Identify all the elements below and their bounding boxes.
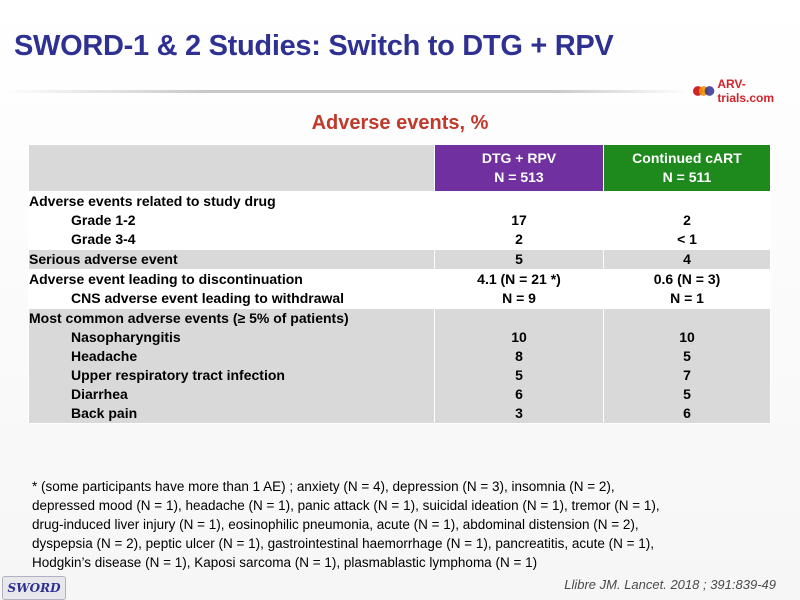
header-cart-n: N = 511: [662, 169, 712, 185]
table-row: Serious adverse event 5 4: [28, 249, 771, 270]
cart-value: 7: [683, 367, 691, 383]
header-dtg-rpv: DTG + RPV N = 513: [434, 144, 604, 192]
dtg-value: 6: [515, 386, 523, 402]
logo-icon: [692, 86, 715, 96]
row-label: Adverse events related to study drug Gra…: [28, 191, 435, 250]
header-row: DTG + RPV N = 513 Continued cART N = 511: [28, 144, 771, 192]
cart-value: N = 1: [670, 290, 704, 306]
header-cart-name: Continued cART: [632, 150, 742, 166]
cart-values: 10 5 7 5 6: [603, 308, 771, 424]
arv-trials-logo: ARV-trials.com: [692, 77, 800, 105]
footnote-line: dyspepsia (N = 2), peptic ulcer (N = 1),…: [32, 536, 655, 551]
dtg-value: 10: [511, 329, 527, 345]
footnote-line: Hodgkin’s disease (N = 1), Kaposi sarcom…: [32, 555, 538, 570]
row-heading: Adverse event leading to discontinuation: [29, 271, 303, 287]
row-heading: Most common adverse events (≥ 5% of pati…: [29, 310, 349, 326]
sub-label: Upper respiratory tract infection: [71, 367, 285, 383]
dtg-value: N = 9: [502, 290, 536, 306]
dtg-value: 5: [434, 249, 604, 270]
sub-label: Diarrhea: [71, 386, 128, 402]
sub-label: Grade 3-4: [71, 231, 136, 247]
dtg-value: 8: [515, 348, 523, 364]
header-blank: [28, 144, 435, 192]
slide-title: SWORD-1 & 2 Studies: Switch to DTG + RPV: [14, 30, 614, 62]
table-row: Adverse events related to study drug Gra…: [28, 191, 771, 250]
sub-label: Grade 1-2: [71, 212, 136, 228]
sub-label: Headache: [71, 348, 138, 364]
row-label: Most common adverse events (≥ 5% of pati…: [28, 308, 435, 424]
header-dtg-name: DTG + RPV: [481, 150, 557, 166]
table-row: Adverse event leading to discontinuation…: [28, 269, 771, 309]
header-continued-cart: Continued cART N = 511: [603, 144, 771, 192]
row-label: Adverse event leading to discontinuation…: [28, 269, 435, 309]
row-label: Serious adverse event: [28, 249, 435, 270]
citation: Llibre JM. Lancet. 2018 ; 391:839-49: [564, 577, 776, 592]
row-heading: Adverse events related to study drug: [29, 193, 276, 209]
cart-values: 0.6 (N = 3) N = 1: [603, 269, 771, 309]
cart-value: 2: [683, 212, 691, 228]
logo-text: ARV-trials.com: [717, 77, 775, 105]
cart-value: 5: [683, 348, 691, 364]
dtg-value: 17: [511, 212, 527, 228]
dtg-values: 4.1 (N = 21 *) N = 9: [434, 269, 604, 309]
sub-label: Nasopharyngitis: [71, 329, 181, 345]
dtg-values: 10 8 5 6 3: [434, 308, 604, 424]
cart-value: 4: [603, 249, 771, 270]
dtg-value: 3: [515, 405, 523, 421]
cart-value: 5: [683, 386, 691, 402]
dtg-value: 4.1 (N = 21 *): [477, 271, 561, 287]
sub-label: CNS adverse event leading to withdrawal: [71, 290, 345, 306]
footnote: * (some participants have more than 1 AE…: [32, 477, 782, 572]
dtg-value: 2: [515, 231, 523, 247]
footnote-line: * (some participants have more than 1 AE…: [32, 479, 615, 494]
cart-value: < 1: [677, 231, 697, 247]
header-dtg-n: N = 513: [494, 169, 544, 185]
cart-value: 10: [679, 329, 695, 345]
table-row: Most common adverse events (≥ 5% of pati…: [28, 308, 771, 424]
dtg-values: 17 2: [434, 191, 604, 250]
table-title: Adverse events, %: [311, 112, 489, 134]
dtg-value: 5: [515, 367, 523, 383]
adverse-events-table: DTG + RPV N = 513 Continued cART N = 511…: [28, 144, 771, 424]
cart-value: 0.6 (N = 3): [653, 271, 721, 287]
sub-label: Back pain: [71, 405, 138, 421]
footnote-line: depressed mood (N = 1), headache (N = 1)…: [32, 498, 660, 513]
sword-badge: SWORD: [2, 576, 66, 600]
footnote-line: drug-induced liver injury (N = 1), eosin…: [32, 517, 639, 532]
cart-value: 6: [683, 405, 691, 421]
cart-values: 2 < 1: [603, 191, 771, 250]
title-divider: [0, 90, 690, 93]
